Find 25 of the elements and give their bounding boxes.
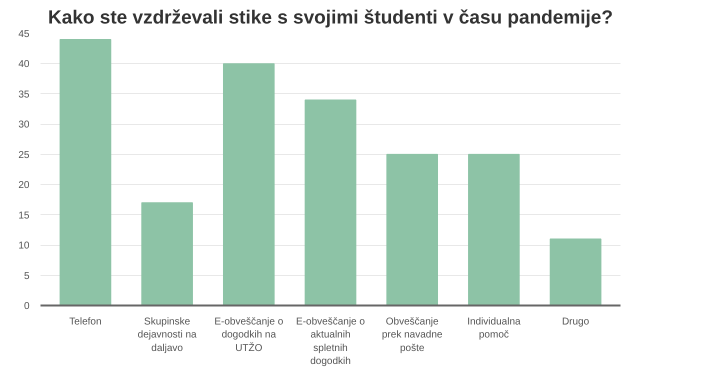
bar — [468, 154, 520, 306]
y-tick-label: 0 — [24, 301, 30, 312]
x-tick-label: E-obveščanje o dogodkih na UTŽO — [214, 316, 284, 354]
y-tick-label: 40 — [18, 59, 30, 70]
x-tick-label: Skupinske dejavnosti na daljavo — [138, 316, 198, 354]
x-tick-label: Telefon — [69, 316, 102, 328]
x-tick-label: Individualna pomoč — [467, 316, 522, 341]
bar — [550, 238, 602, 306]
y-tick-label: 45 — [18, 29, 30, 40]
y-tick-label: 10 — [18, 240, 30, 252]
x-tick-label: Drugo — [562, 316, 590, 328]
x-tick-label: Obveščanje prek navadne pošte — [382, 316, 443, 354]
y-tick-label: 25 — [18, 150, 30, 161]
y-tick-label: 20 — [18, 180, 30, 192]
chart-title: Kako ste vzdrževali stike s svojimi študenti v času pandemije? — [48, 8, 613, 28]
y-tick-label: 30 — [18, 120, 30, 131]
bar — [304, 99, 356, 306]
y-tick-label: 15 — [18, 210, 30, 222]
y-tick-label: 5 — [24, 270, 30, 282]
bar — [141, 202, 193, 306]
x-tick-label: E-obveščanje o aktualnih spletnih dogodkih — [296, 316, 366, 368]
bar — [60, 39, 112, 306]
bar — [386, 154, 438, 306]
bar — [222, 63, 275, 306]
y-tick-label: 35 — [18, 89, 30, 100]
